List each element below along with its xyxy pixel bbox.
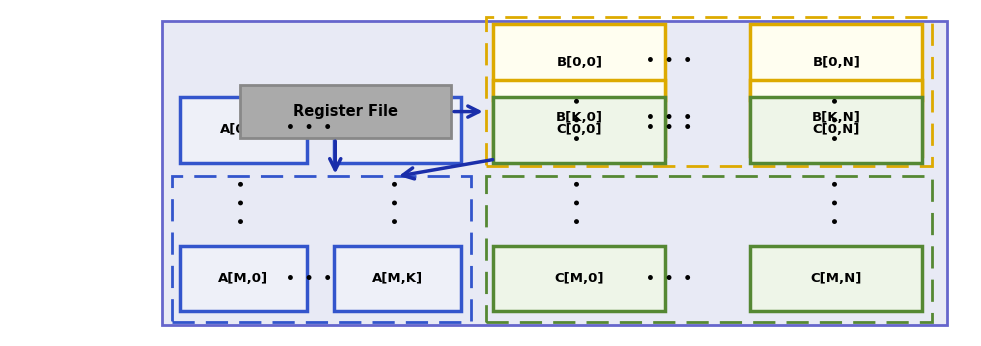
FancyBboxPatch shape — [493, 97, 665, 163]
FancyBboxPatch shape — [750, 80, 922, 156]
Text: B[0,0]: B[0,0] — [556, 56, 602, 69]
Text: C[0,0]: C[0,0] — [556, 123, 602, 136]
Text: •  •  •: • • • — [830, 96, 844, 143]
Text: •  •  •: • • • — [285, 272, 333, 286]
Text: C[0,N]: C[0,N] — [812, 123, 860, 136]
Text: •  •  •: • • • — [645, 111, 693, 125]
Text: B[K,0]: B[K,0] — [556, 111, 602, 124]
FancyBboxPatch shape — [334, 246, 461, 311]
FancyBboxPatch shape — [493, 246, 665, 311]
Text: •  •  •: • • • — [645, 272, 693, 286]
Text: •  •  •: • • • — [572, 96, 586, 143]
Text: B[0,N]: B[0,N] — [812, 56, 860, 69]
Text: B[K,N]: B[K,N] — [812, 111, 860, 124]
FancyBboxPatch shape — [493, 80, 665, 156]
FancyBboxPatch shape — [750, 97, 922, 163]
Text: A[0,K]: A[0,K] — [374, 123, 421, 136]
FancyBboxPatch shape — [750, 246, 922, 311]
Text: •  •  •: • • • — [830, 179, 844, 226]
FancyBboxPatch shape — [180, 246, 307, 311]
Text: •  •  •: • • • — [285, 121, 333, 135]
Text: C[M,N]: C[M,N] — [810, 272, 862, 285]
Text: •  •  •: • • • — [236, 179, 250, 226]
Text: C[M,0]: C[M,0] — [554, 272, 604, 285]
Text: •  •  •: • • • — [645, 54, 693, 68]
Text: Register File: Register File — [293, 104, 398, 119]
FancyBboxPatch shape — [334, 97, 461, 163]
FancyBboxPatch shape — [162, 21, 947, 325]
FancyBboxPatch shape — [750, 24, 922, 100]
Text: A[M,0]: A[M,0] — [218, 272, 269, 285]
Text: A[M,K]: A[M,K] — [372, 272, 423, 285]
Text: •  •  •: • • • — [572, 179, 586, 226]
FancyBboxPatch shape — [240, 85, 451, 138]
Text: A[0,0]: A[0,0] — [220, 123, 267, 136]
FancyBboxPatch shape — [180, 97, 307, 163]
Text: •  •  •: • • • — [390, 179, 404, 226]
FancyBboxPatch shape — [493, 24, 665, 100]
Text: •  •  •: • • • — [645, 121, 693, 135]
